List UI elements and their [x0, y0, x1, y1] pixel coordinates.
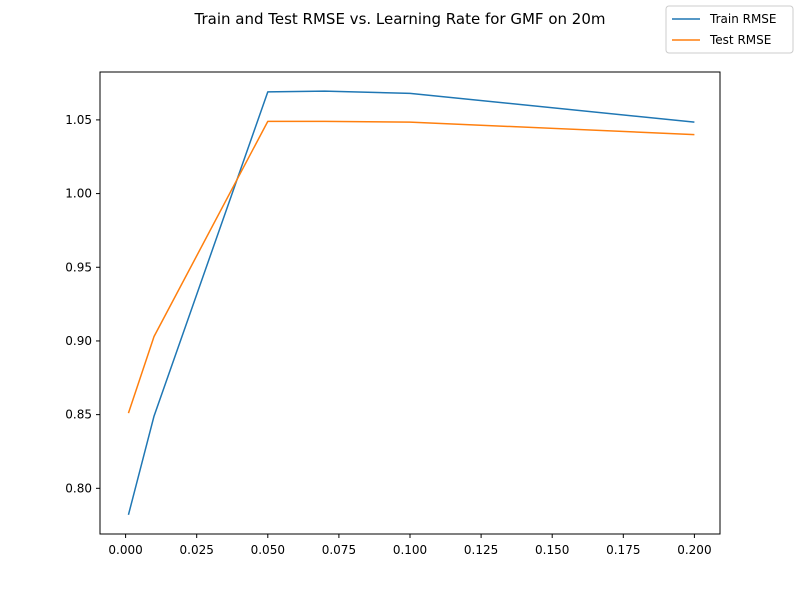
y-tick-label: 0.80	[65, 481, 92, 495]
x-tick-label: 0.100	[393, 543, 427, 557]
y-tick-label: 0.90	[65, 334, 92, 348]
y-tick-label: 0.85	[65, 408, 92, 422]
legend: Train RMSE Test RMSE	[665, 5, 794, 54]
series-line-train-rmse	[127, 90, 695, 516]
chart-title: Train and Test RMSE vs. Learning Rate fo…	[194, 10, 606, 28]
x-tick-label: 0.200	[677, 543, 711, 557]
x-tick-label: 0.050	[251, 543, 285, 557]
x-tick-label: 0.150	[535, 543, 569, 557]
x-tick-label: 0.025	[180, 543, 214, 557]
x-tick-label: 0.125	[464, 543, 498, 557]
x-tick-label: 0.075	[322, 543, 356, 557]
x-tick-label: 0.175	[606, 543, 640, 557]
legend-label: Train RMSE	[709, 12, 777, 26]
y-tick-label: 1.05	[65, 113, 92, 127]
y-tick-label: 1.00	[65, 187, 92, 201]
y-tick-label: 0.95	[65, 260, 92, 274]
x-tick-label: 0.000	[108, 543, 142, 557]
plot-area	[127, 90, 695, 516]
legend-box	[665, 5, 794, 54]
series-line-test-rmse	[127, 120, 695, 414]
legend-label: Test RMSE	[709, 33, 771, 47]
